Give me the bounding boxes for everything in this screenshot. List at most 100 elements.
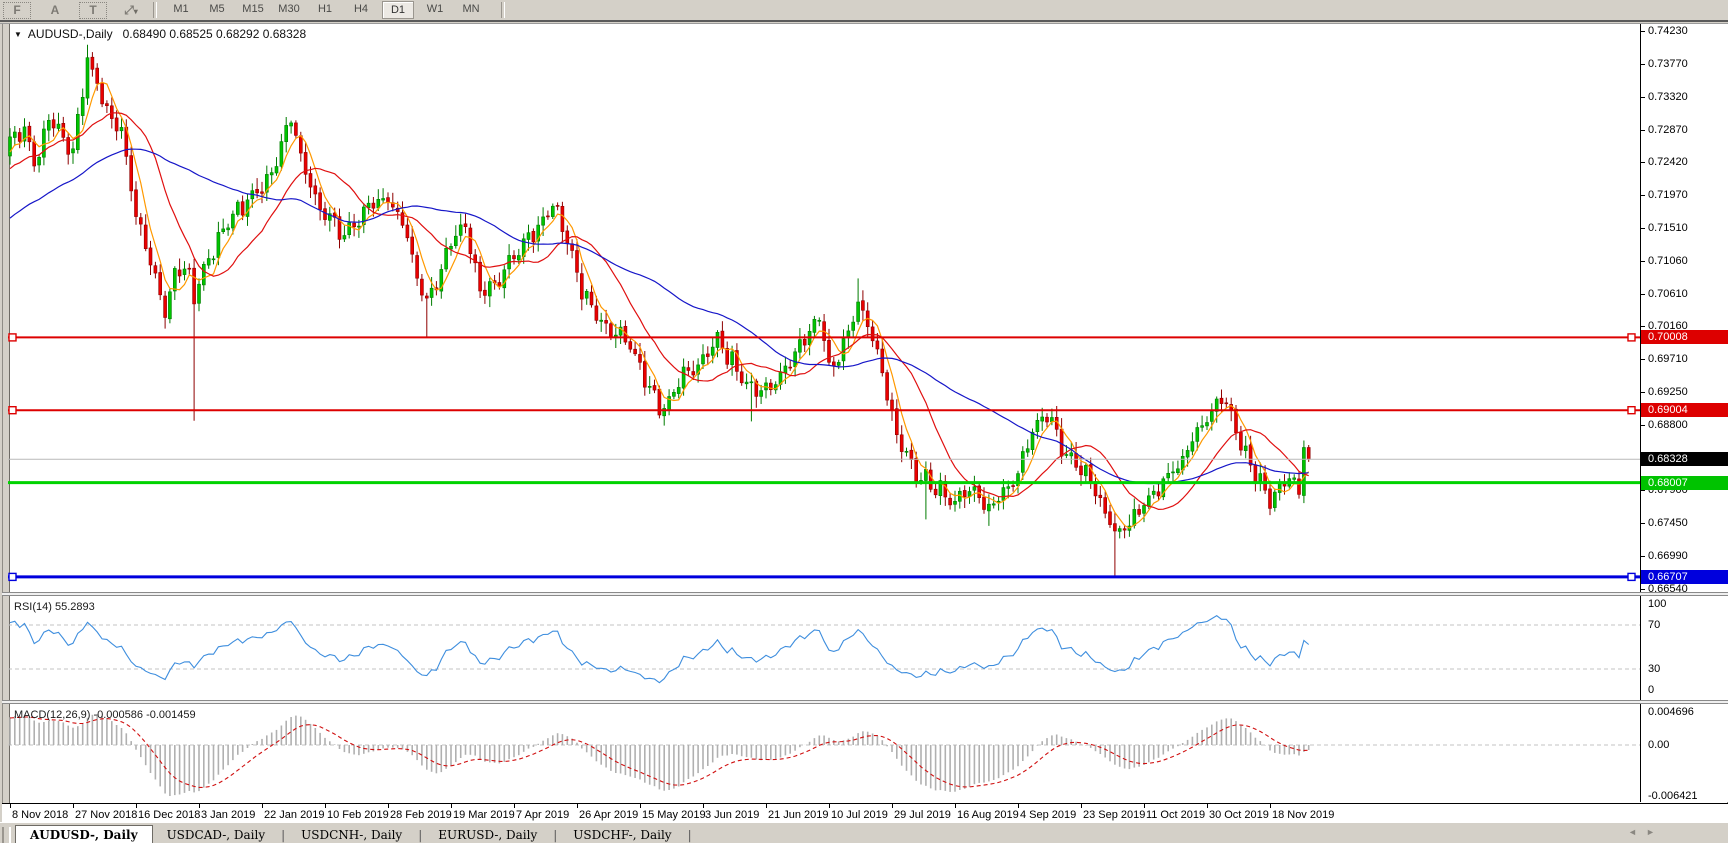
tabbar-grip-icon[interactable] (2, 827, 11, 843)
date-axis[interactable]: 8 Nov 2018 27 Nov 2018 16 Dec 2018 3 Jan 20… (2, 803, 1728, 823)
toolbar-separator (153, 2, 157, 18)
date-tick (387, 804, 389, 808)
price-tick (1641, 522, 1645, 524)
hline-handle[interactable] (8, 406, 17, 415)
indicator-grid-icon[interactable]: F (3, 1, 31, 19)
tab-separator: | (553, 828, 558, 842)
date-tick (1143, 804, 1145, 808)
price-tick (1641, 162, 1645, 164)
chart-ohlc: 0.68490 0.68525 0.68292 0.68328 (122, 27, 307, 41)
price-tick (1641, 326, 1645, 328)
price-tick (1641, 30, 1645, 32)
price-tick (1641, 293, 1645, 295)
macd-label: MACD(12,26,9) -0.000586 -0.001459 (14, 709, 196, 721)
price-badge: 0.70008 (1641, 330, 1728, 345)
date-tick (261, 804, 263, 808)
price-tick-label: 0.69710 (1648, 352, 1688, 365)
price-tick-label: 0.71060 (1648, 255, 1688, 267)
price-tick (1641, 556, 1645, 558)
rsi-line (9, 615, 1310, 684)
tab-scroll-right-icon[interactable]: ► (1646, 827, 1655, 837)
price-tick (1641, 589, 1645, 591)
timeframe-button-M1[interactable]: M1 (173, 3, 189, 15)
price-badge: 0.68007 (1641, 475, 1728, 490)
price-tick (1641, 392, 1645, 394)
font-icon[interactable]: A (50, 2, 60, 17)
price-tick (1641, 490, 1645, 492)
date-tick-label: 28 Feb 2019 (389, 809, 452, 821)
macd-axis-label: -0.006421 (1648, 790, 1698, 802)
timeframe-button-MN[interactable]: MN (462, 3, 480, 15)
chart-tab-usdcad[interactable]: USDCAD-, Daily (166, 828, 266, 842)
rsi-axis-label: 0 (1648, 684, 1655, 696)
tab-separator: | (418, 828, 423, 842)
tab-separator: | (281, 828, 286, 842)
chart-symbol: AUDUSD-,Daily (27, 27, 113, 41)
price-tick (1641, 425, 1645, 427)
timeframe-button-M5[interactable]: M5 (209, 3, 225, 15)
chart-tab-usdcnh[interactable]: USDCNH-, Daily (301, 828, 403, 842)
rsi-indicator-canvas[interactable] (8, 596, 1640, 700)
tab-scroll-left-icon[interactable]: ◄ (1628, 827, 1637, 837)
pane-divider[interactable] (2, 700, 1728, 704)
hline-handle[interactable] (1627, 333, 1636, 342)
date-tick (828, 804, 830, 808)
date-tick (765, 804, 767, 808)
text-label-icon[interactable]: T (79, 1, 107, 19)
chart-tab-bar: AUDUSD-, Daily USDCAD-, Daily | USDCNH-, Da… (0, 822, 1728, 843)
hline-handle[interactable] (1627, 572, 1636, 582)
price-tick-label: 0.71970 (1648, 188, 1688, 201)
price-tick (1641, 64, 1645, 66)
line-styles-icon[interactable]: ⤢▾ (124, 2, 138, 17)
date-tick-label: 10 Feb 2019 (326, 809, 389, 821)
timeframe-toolbar: M1 M5 M15 M30 H1 H4 D1 W1 MN (163, 1, 489, 19)
date-tick (1206, 804, 1208, 808)
timeframe-button-H1[interactable]: H1 (317, 3, 333, 15)
timeframe-button-H4[interactable]: H4 (353, 3, 369, 15)
price-tick (1641, 129, 1645, 131)
date-tick-label: 10 Jul 2019 (830, 809, 888, 821)
hline-handle[interactable] (8, 333, 17, 342)
price-badge: 0.66707 (1641, 569, 1728, 584)
date-tick-label: 29 Jul 2019 (893, 809, 951, 821)
pane-divider[interactable] (2, 592, 1728, 596)
date-tick-label: 15 May 2019 (641, 809, 706, 821)
date-tick (576, 804, 578, 808)
timeframe-button-D1[interactable]: D1 (382, 1, 414, 19)
price-tick-label: 0.67450 (1648, 516, 1688, 529)
date-tick (954, 804, 956, 808)
chart-window-border (0, 23, 1728, 24)
date-tick-label: 11 Oct 2019 (1145, 809, 1206, 821)
price-tick-label: 0.73770 (1648, 58, 1688, 71)
chart-tab-eurusd[interactable]: EURUSD-, Daily (438, 828, 538, 842)
date-tick-label: 30 Oct 2019 (1208, 809, 1269, 821)
date-tick (702, 804, 704, 808)
date-tick-label: 18 Nov 2019 (1271, 809, 1335, 821)
chart-tab-usdchf[interactable]: USDCHF-, Daily (573, 828, 672, 842)
price-chart-canvas[interactable] (8, 24, 1640, 592)
macd-indicator-canvas[interactable] (8, 704, 1640, 802)
chart-tab-audusd[interactable]: AUDUSD-, Daily (15, 825, 153, 843)
date-tick-label: 22 Jan 2019 (263, 809, 325, 821)
date-tick-label: 8 Nov 2018 (12, 809, 69, 821)
date-tick-label: 21 Jun 2019 (767, 809, 829, 821)
date-tick (639, 804, 641, 808)
date-tick-label: 23 Sep 2019 (1082, 809, 1146, 821)
chart-dropdown-icon[interactable]: ▼ (14, 30, 22, 39)
price-tick-label: 0.74230 (1648, 24, 1688, 37)
price-tick-label: 0.69250 (1648, 386, 1688, 399)
timeframe-button-M30[interactable]: M30 (278, 3, 300, 15)
macd-axis-label: 0.00 (1648, 739, 1670, 751)
macd-axis-label: 0.004696 (1648, 706, 1694, 718)
toolbar-separator (501, 2, 505, 18)
price-tick-label: 0.72420 (1648, 156, 1688, 169)
hline-handle[interactable] (8, 572, 17, 582)
timeframe-button-M15[interactable]: M15 (242, 3, 264, 15)
date-tick-label: 3 Jun 2019 (704, 809, 760, 821)
timeframe-button-W1[interactable]: W1 (426, 3, 444, 15)
price-tick (1641, 228, 1645, 230)
date-tick (72, 804, 74, 808)
date-tick (324, 804, 326, 808)
hline-handle[interactable] (1627, 406, 1636, 415)
date-tick (513, 804, 515, 808)
